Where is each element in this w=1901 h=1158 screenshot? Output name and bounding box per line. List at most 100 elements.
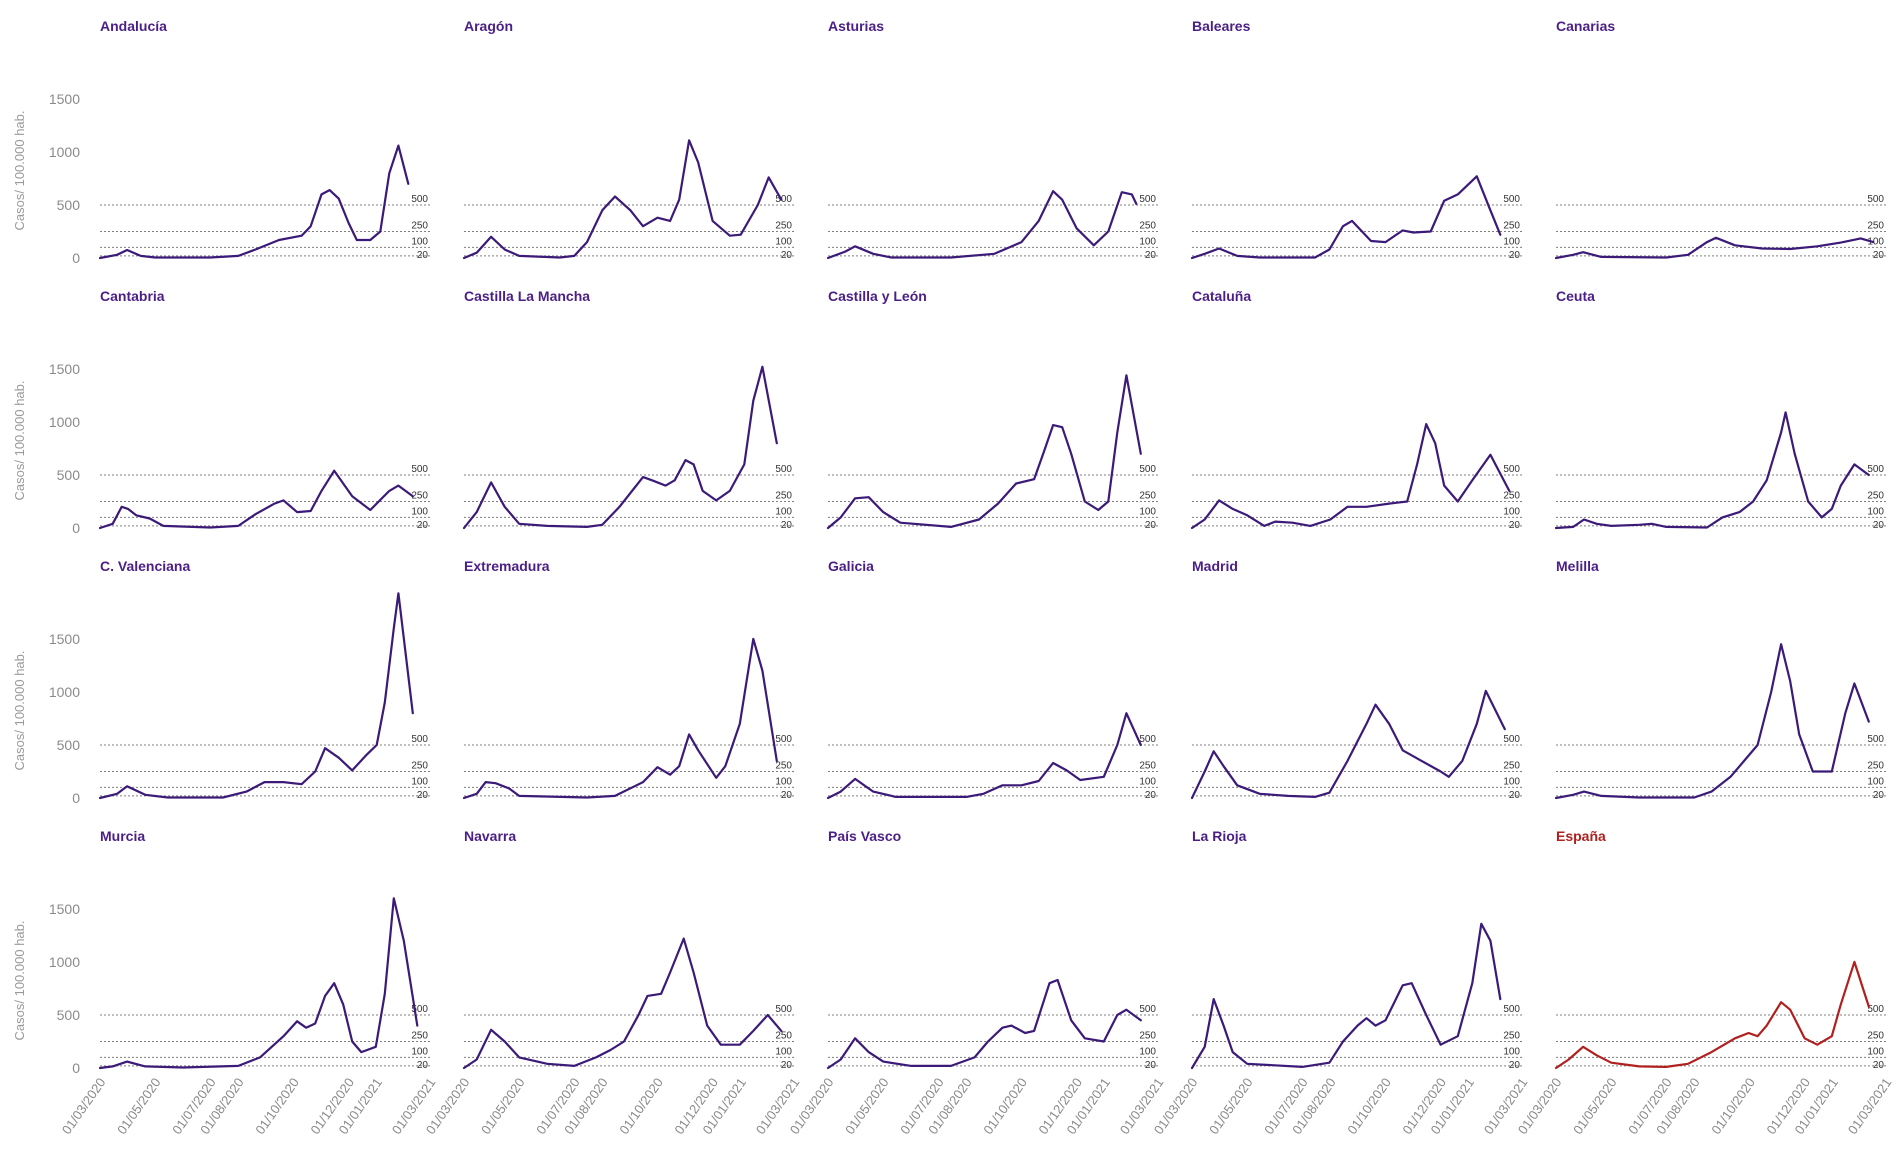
reference-label: 500 bbox=[411, 464, 428, 475]
panel-title: Asturias bbox=[828, 18, 885, 34]
panel-title: Extremadura bbox=[464, 558, 550, 574]
reference-label: 20 bbox=[417, 250, 429, 261]
reference-label: 100 bbox=[1503, 776, 1520, 787]
panel-0: Andalucía 0 500 1000 1500 Casos/ 100.000 hab.… bbox=[0, 10, 430, 280]
panel-chart: 20 100 250 500 bbox=[1554, 411, 1886, 531]
reference-label: 500 bbox=[1503, 464, 1520, 475]
reference-label: 250 bbox=[1867, 1030, 1884, 1041]
reference-label: 250 bbox=[1503, 760, 1520, 771]
x-tick-label: 01/03/2021 bbox=[1845, 1075, 1895, 1137]
x-tick-label: 01/05/2020 bbox=[842, 1075, 892, 1137]
panel-16: Navarra 20 100 250 500 01/03/2020 01/05/2020 01… bbox=[364, 820, 803, 1137]
y-axis-label: Casos/ 100.000 hab. bbox=[12, 651, 27, 771]
reference-label: 100 bbox=[1867, 776, 1884, 787]
panel-chart: 0 500 1000 1500 Casos/ 100.000 hab. 20 100 250 5… bbox=[12, 592, 430, 806]
reference-label: 20 bbox=[1873, 250, 1885, 261]
series-line bbox=[462, 139, 783, 260]
reference-label: 100 bbox=[1867, 506, 1884, 517]
panel-chart: 0 500 1000 1500 Casos/ 100.000 hab. 20 100 250 5… bbox=[12, 91, 430, 266]
y-tick-label: 1000 bbox=[49, 414, 80, 430]
reference-label: 250 bbox=[1139, 760, 1156, 771]
reference-label: 20 bbox=[1145, 250, 1157, 261]
reference-label: 100 bbox=[1139, 1046, 1156, 1057]
reference-label: 250 bbox=[1867, 490, 1884, 501]
panel-title: Castilla La Mancha bbox=[464, 288, 591, 304]
series-line bbox=[826, 712, 1142, 800]
reference-label: 100 bbox=[411, 776, 428, 787]
y-tick-label: 1000 bbox=[49, 684, 80, 700]
reference-label: 20 bbox=[1145, 520, 1157, 531]
y-tick-label: 500 bbox=[57, 467, 81, 483]
reference-label: 250 bbox=[1139, 490, 1156, 501]
reference-label: 20 bbox=[781, 1060, 793, 1071]
y-axis-label: Casos/ 100.000 hab. bbox=[12, 381, 27, 501]
reference-label: 250 bbox=[1503, 490, 1520, 501]
reference-label: 500 bbox=[411, 1004, 428, 1015]
panel-title: Navarra bbox=[464, 828, 517, 844]
y-tick-label: 1500 bbox=[49, 901, 80, 917]
series-line bbox=[1554, 411, 1870, 530]
reference-label: 20 bbox=[1509, 790, 1521, 801]
panel-17: País Vasco 20 100 250 500 01/03/2020 01/05/202… bbox=[728, 820, 1167, 1137]
y-tick-label: 1500 bbox=[49, 91, 80, 107]
panel-title: Castilla y León bbox=[828, 288, 927, 304]
x-tick-label: 01/05/2020 bbox=[114, 1075, 164, 1137]
reference-label: 500 bbox=[1867, 464, 1884, 475]
panel-5: Cantabria 0 500 1000 1500 Casos/ 100.000 hab.… bbox=[0, 280, 430, 550]
reference-label: 500 bbox=[1867, 194, 1884, 205]
panel-chart: 20 100 250 500 bbox=[462, 365, 794, 531]
reference-label: 250 bbox=[411, 220, 428, 231]
reference-label: 250 bbox=[411, 760, 428, 771]
panel-title: España bbox=[1556, 828, 1606, 844]
panel-2: Asturias 20 100 250 500 bbox=[728, 10, 1158, 280]
reference-label: 500 bbox=[1867, 1004, 1884, 1015]
y-tick-label: 500 bbox=[57, 197, 81, 213]
x-tick-label: 01/05/2020 bbox=[478, 1075, 528, 1137]
reference-label: 20 bbox=[1509, 250, 1521, 261]
reference-label: 250 bbox=[1139, 220, 1156, 231]
y-tick-label: 500 bbox=[57, 737, 81, 753]
x-tick-label: 01/05/2020 bbox=[1570, 1075, 1620, 1137]
panel-chart: 20 100 250 500 bbox=[462, 139, 794, 261]
reference-label: 250 bbox=[1139, 1030, 1156, 1041]
panel-1: Aragón 20 100 250 500 bbox=[364, 10, 794, 280]
panel-chart: 20 100 250 500 bbox=[1554, 194, 1886, 261]
reference-label: 500 bbox=[411, 194, 428, 205]
reference-label: 100 bbox=[1503, 1046, 1520, 1057]
panel-title: Andalucía bbox=[100, 18, 167, 34]
x-tick-label: 01/05/2020 bbox=[1206, 1075, 1256, 1137]
x-tick-label: 01/03/2020 bbox=[423, 1075, 473, 1137]
reference-label: 250 bbox=[411, 490, 428, 501]
series-line bbox=[1554, 236, 1875, 260]
panel-chart: 20 100 250 500 bbox=[1190, 423, 1522, 531]
reference-label: 500 bbox=[1503, 734, 1520, 745]
reference-label: 500 bbox=[775, 734, 792, 745]
series-line bbox=[462, 365, 778, 530]
y-tick-label: 1500 bbox=[49, 361, 80, 377]
y-tick-label: 0 bbox=[72, 1060, 80, 1076]
reference-label: 20 bbox=[1509, 520, 1521, 531]
panel-chart: 20 100 250 500 bbox=[826, 712, 1158, 801]
reference-label: 500 bbox=[775, 464, 792, 475]
panel-chart: 20 100 250 500 bbox=[826, 374, 1158, 531]
reference-label: 250 bbox=[775, 490, 792, 501]
y-tick-label: 0 bbox=[72, 250, 80, 266]
reference-label: 20 bbox=[417, 520, 429, 531]
reference-label: 20 bbox=[1873, 1060, 1885, 1071]
panel-title: C. Valenciana bbox=[100, 558, 191, 574]
panel-chart: 20 100 250 500 bbox=[826, 190, 1158, 261]
reference-label: 250 bbox=[775, 220, 792, 231]
reference-label: 500 bbox=[1139, 1004, 1156, 1015]
reference-label: 500 bbox=[1139, 194, 1156, 205]
series-line bbox=[1190, 175, 1502, 260]
reference-label: 500 bbox=[1503, 194, 1520, 205]
reference-label: 100 bbox=[775, 506, 792, 517]
reference-label: 20 bbox=[1509, 1060, 1521, 1071]
series-line bbox=[462, 637, 778, 800]
reference-label: 20 bbox=[781, 790, 793, 801]
reference-label: 250 bbox=[411, 1030, 428, 1041]
